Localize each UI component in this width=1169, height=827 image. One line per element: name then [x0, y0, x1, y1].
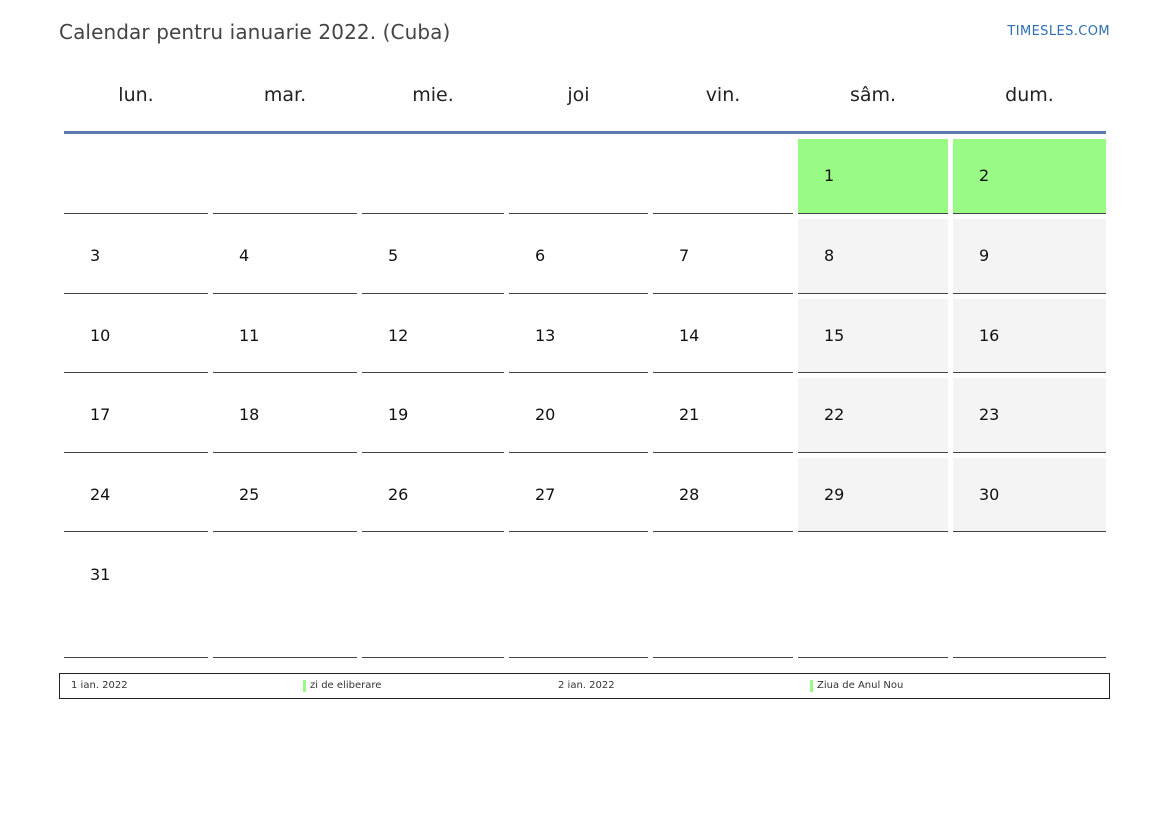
day-number: 1: [824, 166, 835, 185]
day-number: 31: [90, 565, 111, 584]
day-number: 18: [239, 405, 260, 424]
day-number: 4: [239, 246, 250, 265]
legend-date: 2 ian. 2022: [558, 680, 615, 691]
day-number: 13: [535, 326, 556, 345]
empty-day-cell: [798, 537, 948, 658]
day-cell-11: 11: [213, 299, 357, 373]
day-cell-18: 18: [213, 378, 357, 453]
day-cell-26: 26: [362, 458, 504, 532]
day-cell-5: 5: [362, 219, 504, 294]
day-number: 30: [979, 485, 1000, 504]
header-rule: [64, 131, 1106, 134]
day-cell-15: 15: [798, 299, 948, 373]
day-cell-17: 17: [64, 378, 208, 453]
day-cell-20: 20: [509, 378, 648, 453]
day-cell-16: 16: [953, 299, 1106, 373]
day-number: 25: [239, 485, 260, 504]
day-number: 20: [535, 405, 556, 424]
day-number: 24: [90, 485, 111, 504]
day-number: 9: [979, 246, 990, 265]
site-link[interactable]: TIMESLES.COM: [1007, 24, 1110, 39]
day-cell-13: 13: [509, 299, 648, 373]
day-number: 15: [824, 326, 845, 345]
day-cell-30: 30: [953, 458, 1106, 532]
day-number: 14: [679, 326, 700, 345]
empty-day-cell: [653, 139, 793, 214]
day-number: 2: [979, 166, 990, 185]
day-cell-6: 6: [509, 219, 648, 294]
empty-day-cell: [953, 537, 1106, 658]
day-cell-12: 12: [362, 299, 504, 373]
day-cell-28: 28: [653, 458, 793, 532]
day-number: 27: [535, 485, 556, 504]
empty-day-cell: [362, 139, 504, 214]
day-number: 7: [679, 246, 690, 265]
weekday-tue: mar.: [263, 84, 307, 106]
empty-day-cell: [362, 537, 504, 658]
weekday-fri: vin.: [705, 84, 741, 106]
day-cell-1: 1: [798, 139, 948, 214]
empty-day-cell: [653, 537, 793, 658]
day-number: 8: [824, 246, 835, 265]
weekday-thu: joi: [567, 84, 590, 106]
weekday-header-row: lun. mar. mie. joi vin. sâm. dum.: [0, 84, 1169, 114]
day-number: 21: [679, 405, 700, 424]
empty-day-cell: [64, 139, 208, 214]
day-number: 16: [979, 326, 1000, 345]
day-number: 6: [535, 246, 546, 265]
day-cell-9: 9: [953, 219, 1106, 294]
day-cell-4: 4: [213, 219, 357, 294]
day-cell-22: 22: [798, 378, 948, 453]
weekday-sun: dum.: [1005, 84, 1054, 106]
holiday-legend: 1 ian. 2022 zi de eliberare 2 ian. 2022 …: [59, 673, 1110, 699]
day-cell-25: 25: [213, 458, 357, 532]
day-number: 17: [90, 405, 111, 424]
day-cell-10: 10: [64, 299, 208, 373]
day-cell-24: 24: [64, 458, 208, 532]
day-cell-8: 8: [798, 219, 948, 294]
day-number: 10: [90, 326, 111, 345]
day-cell-14: 14: [653, 299, 793, 373]
legend-date: 1 ian. 2022: [71, 680, 128, 691]
day-cell-23: 23: [953, 378, 1106, 453]
page-title: Calendar pentru ianuarie 2022. (Cuba): [59, 20, 451, 44]
day-cell-7: 7: [653, 219, 793, 294]
day-number: 23: [979, 405, 1000, 424]
day-number: 26: [388, 485, 409, 504]
day-cell-19: 19: [362, 378, 504, 453]
day-number: 5: [388, 246, 399, 265]
day-cell-21: 21: [653, 378, 793, 453]
weekday-mon: lun.: [118, 84, 154, 106]
day-number: 29: [824, 485, 845, 504]
day-number: 12: [388, 326, 409, 345]
weekday-sat: sâm.: [849, 84, 897, 106]
legend-holiday-name: zi de eliberare: [303, 680, 381, 692]
day-number: 11: [239, 326, 260, 345]
empty-day-cell: [213, 537, 357, 658]
day-cell-31: 31: [64, 537, 208, 658]
day-number: 19: [388, 405, 409, 424]
day-number: 22: [824, 405, 845, 424]
day-number: 3: [90, 246, 101, 265]
empty-day-cell: [213, 139, 357, 214]
day-cell-3: 3: [64, 219, 208, 294]
weekday-wed: mie.: [412, 84, 454, 106]
day-cell-29: 29: [798, 458, 948, 532]
day-cell-2: 2: [953, 139, 1106, 214]
day-number: 28: [679, 485, 700, 504]
empty-day-cell: [509, 139, 648, 214]
empty-day-cell: [509, 537, 648, 658]
day-cell-27: 27: [509, 458, 648, 532]
legend-holiday-name: Ziua de Anul Nou: [810, 680, 903, 692]
